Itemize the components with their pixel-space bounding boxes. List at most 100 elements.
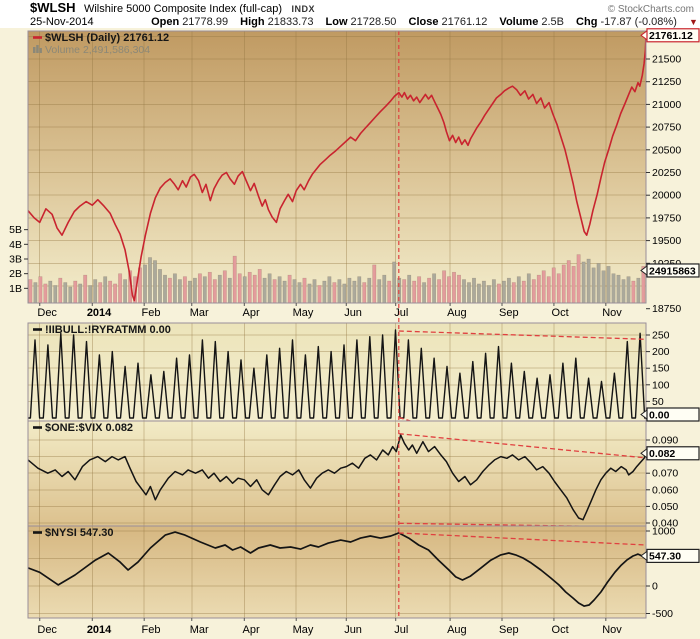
svg-text:Nov: Nov (602, 307, 622, 319)
svg-text:Dec: Dec (37, 624, 57, 636)
svg-text:May: May (293, 307, 314, 319)
svg-text:1000: 1000 (652, 526, 676, 538)
svg-text:21000: 21000 (652, 99, 681, 111)
svg-text:$NYSI 547.30: $NYSI 547.30 (45, 527, 114, 539)
svg-text:20750: 20750 (652, 122, 681, 134)
svg-text:Jun: Jun (344, 307, 362, 319)
svg-text:Apr: Apr (243, 307, 260, 319)
svg-text:Sep: Sep (499, 624, 519, 636)
wlsh-price-line (28, 35, 646, 302)
svg-text:Jul: Jul (394, 624, 408, 636)
exchange-label: INDX (291, 4, 316, 14)
month-axis-bottom: Dec 2014 Feb Mar Apr May Jun Jul Aug Sep Oct Nov (37, 618, 622, 636)
svg-text:Oct: Oct (552, 624, 569, 636)
svg-text:19750: 19750 (652, 212, 681, 224)
svg-text:19500: 19500 (652, 235, 681, 247)
svg-text:18750: 18750 (652, 303, 681, 315)
svg-text:$ONE:$VIX 0.082: $ONE:$VIX 0.082 (45, 422, 133, 434)
quote-close: Close 21761.12 (408, 16, 488, 28)
svg-text:Feb: Feb (141, 307, 160, 319)
ticker-symbol: $WLSH (30, 0, 76, 15)
price-value-box: 21761.12 (640, 28, 700, 43)
svg-text:Nov: Nov (602, 624, 622, 636)
volume-legend: Volume 2,491,586,304 (33, 44, 150, 56)
vix-ratio-legend: $ONE:$VIX 0.082 (33, 422, 133, 434)
trendline-annotations (398, 31, 646, 618)
quote-low: Low 21728.50 (325, 16, 397, 28)
change-down-arrow-icon: ▼ (688, 17, 698, 27)
svg-text:20000: 20000 (652, 190, 681, 202)
svg-text:0.070: 0.070 (652, 468, 678, 480)
iibull-spike-line (28, 329, 646, 419)
svg-text:5B: 5B (9, 224, 22, 236)
svg-text:20250: 20250 (652, 167, 681, 179)
panel-border-0 (27, 30, 647, 304)
copyright-link[interactable]: © StockCharts.com (607, 4, 694, 15)
month-axis-top: Dec 2014 Feb Mar Apr May Jun Jul Aug Sep Oct Nov (37, 303, 622, 319)
wlsh-legend: $WLSH (Daily) 21761.12 (33, 32, 169, 44)
svg-text:21500: 21500 (652, 54, 681, 66)
svg-text:0.090: 0.090 (652, 435, 678, 447)
svg-text:Mar: Mar (190, 624, 209, 636)
svg-text:20500: 20500 (652, 144, 681, 156)
chart-header: $WLSH Wilshire 5000 Composite Index (ful… (0, 0, 700, 28)
svg-text:250: 250 (652, 330, 670, 342)
panel-border-3 (27, 525, 647, 619)
svg-text:Sep: Sep (499, 307, 519, 319)
svg-text:3B: 3B (9, 253, 22, 265)
volume-axis-left: 5B 4B 3B 2B 1B (9, 224, 28, 295)
svg-text:Jul: Jul (394, 307, 408, 319)
iibull-legend: !IIBULL:!RYRATMM 0.00 (33, 324, 171, 336)
title-row: $WLSH Wilshire 5000 Composite Index (ful… (0, 0, 700, 16)
svg-text:Apr: Apr (243, 624, 260, 636)
svg-text:2B: 2B (9, 268, 22, 280)
svg-text:2014: 2014 (87, 307, 112, 319)
volume-value-box: 24915863 (640, 263, 700, 278)
svg-text:1B: 1B (9, 283, 22, 295)
svg-text:100: 100 (652, 379, 670, 391)
svg-text:4B: 4B (9, 239, 22, 251)
svg-text:Jun: Jun (344, 624, 362, 636)
svg-text:Volume 2,491,586,304: Volume 2,491,586,304 (45, 44, 150, 56)
svg-text:-500: -500 (652, 608, 673, 620)
quote-open: Open 21778.99 (151, 16, 229, 28)
svg-text:547.30: 547.30 (649, 551, 681, 563)
nysi-legend: $NYSI 547.30 (33, 527, 114, 539)
svg-text:0.050: 0.050 (652, 501, 678, 513)
index-name: Wilshire 5000 Composite Index (full-cap) (83, 3, 283, 15)
svg-text:0.040: 0.040 (652, 518, 678, 530)
svg-text:24915863: 24915863 (649, 265, 696, 277)
nysi-line (28, 531, 646, 607)
svg-text:2014: 2014 (87, 624, 112, 636)
panel-backgrounds (28, 31, 646, 618)
quote-row: 25-Nov-2014 Open 21778.99 High 21833.73 Lo… (0, 16, 700, 29)
svg-text:Dec: Dec (37, 307, 57, 319)
quote-change: Chg -17.87 (-0.08%) (576, 16, 677, 28)
svg-text:Oct: Oct (552, 307, 569, 319)
nysi-value-box: 547.30 (640, 548, 700, 563)
grid-lines (28, 31, 646, 618)
svg-text:0.00: 0.00 (649, 409, 670, 421)
svg-text:!IIBULL:!RYRATMM 0.00: !IIBULL:!RYRATMM 0.00 (45, 324, 171, 336)
svg-text:200: 200 (652, 346, 670, 358)
svg-text:0.060: 0.060 (652, 484, 678, 496)
quote-date: 25-Nov-2014 (30, 16, 94, 28)
svg-text:Aug: Aug (447, 307, 467, 319)
svg-text:150: 150 (652, 363, 670, 375)
svg-text:Aug: Aug (447, 624, 467, 636)
quote-high: High 21833.73 (240, 16, 314, 28)
svg-text:50: 50 (652, 396, 664, 408)
vix-ratio-value-box: 0.082 (640, 446, 700, 461)
svg-text:May: May (293, 624, 314, 636)
svg-text:$WLSH (Daily) 21761.12: $WLSH (Daily) 21761.12 (45, 32, 169, 44)
svg-text:Mar: Mar (190, 307, 209, 319)
svg-text:21250: 21250 (652, 76, 681, 88)
svg-text:Feb: Feb (141, 624, 160, 636)
svg-text:0.082: 0.082 (649, 448, 675, 460)
iibull-value-box: 0.00 (640, 407, 700, 422)
volume-bars (28, 254, 646, 303)
svg-text:0: 0 (652, 581, 658, 593)
vix-ratio-line (28, 434, 646, 521)
